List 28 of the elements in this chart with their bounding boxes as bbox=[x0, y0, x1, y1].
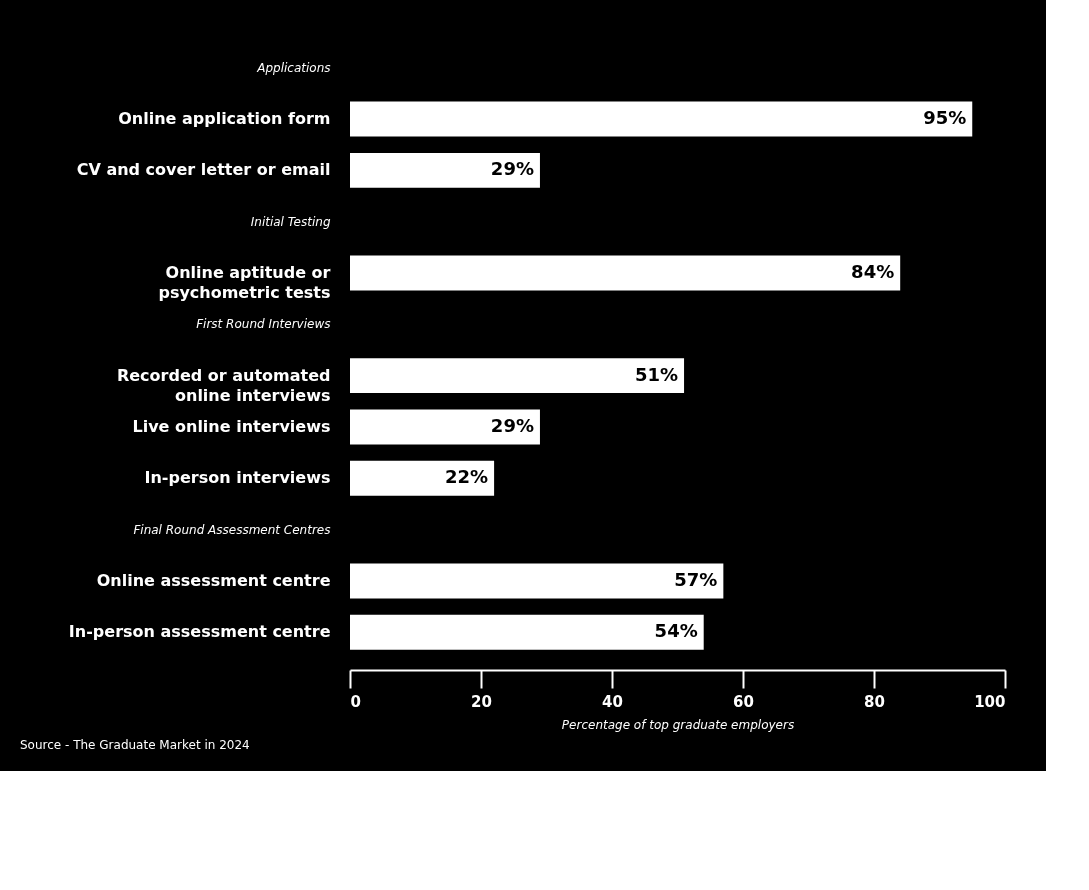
data-label: 29% bbox=[490, 158, 534, 180]
data-label: 95% bbox=[923, 107, 967, 129]
y-tick-label: Online assessment centre bbox=[96, 570, 331, 590]
x-axis-title: Percentage of top graduate employers bbox=[561, 717, 795, 732]
y-tick-label: Final Round Assessment Centres bbox=[133, 522, 331, 537]
y-tick-label: CV and cover letter or email bbox=[76, 160, 331, 180]
y-tick-label: In-person interviews bbox=[144, 468, 331, 488]
y-tick-label: First Round Interviews bbox=[196, 317, 331, 332]
data-label: 51% bbox=[634, 363, 679, 385]
y-tick-label: In-person assessment centre bbox=[68, 622, 331, 642]
x-tick-label: 20 bbox=[471, 692, 492, 711]
data-label: 22% bbox=[445, 466, 489, 488]
y-tick-label: Live online interviews bbox=[132, 416, 331, 436]
y-tick-label: Online application form bbox=[118, 109, 331, 129]
data-label: 54% bbox=[654, 620, 698, 642]
y-tick-label: Recorded or automated online interviews bbox=[116, 365, 331, 405]
y-tick-label: Applications bbox=[256, 60, 331, 75]
x-tick-label: 0 bbox=[350, 692, 361, 711]
y-tick-label: Initial Testing bbox=[250, 214, 331, 229]
source-note: Source - The Graduate Market in 2024 bbox=[20, 738, 250, 752]
x-tick-label: 60 bbox=[733, 692, 754, 711]
x-tick-label: 80 bbox=[864, 692, 885, 711]
x-tick-label: 100 bbox=[974, 692, 1006, 711]
data-label: 84% bbox=[851, 261, 895, 283]
y-tick-label: Online aptitude or psychometric tests bbox=[158, 263, 331, 303]
data-label: 57% bbox=[674, 568, 718, 590]
x-tick-label: 40 bbox=[602, 692, 623, 711]
data-label: 29% bbox=[490, 414, 534, 436]
